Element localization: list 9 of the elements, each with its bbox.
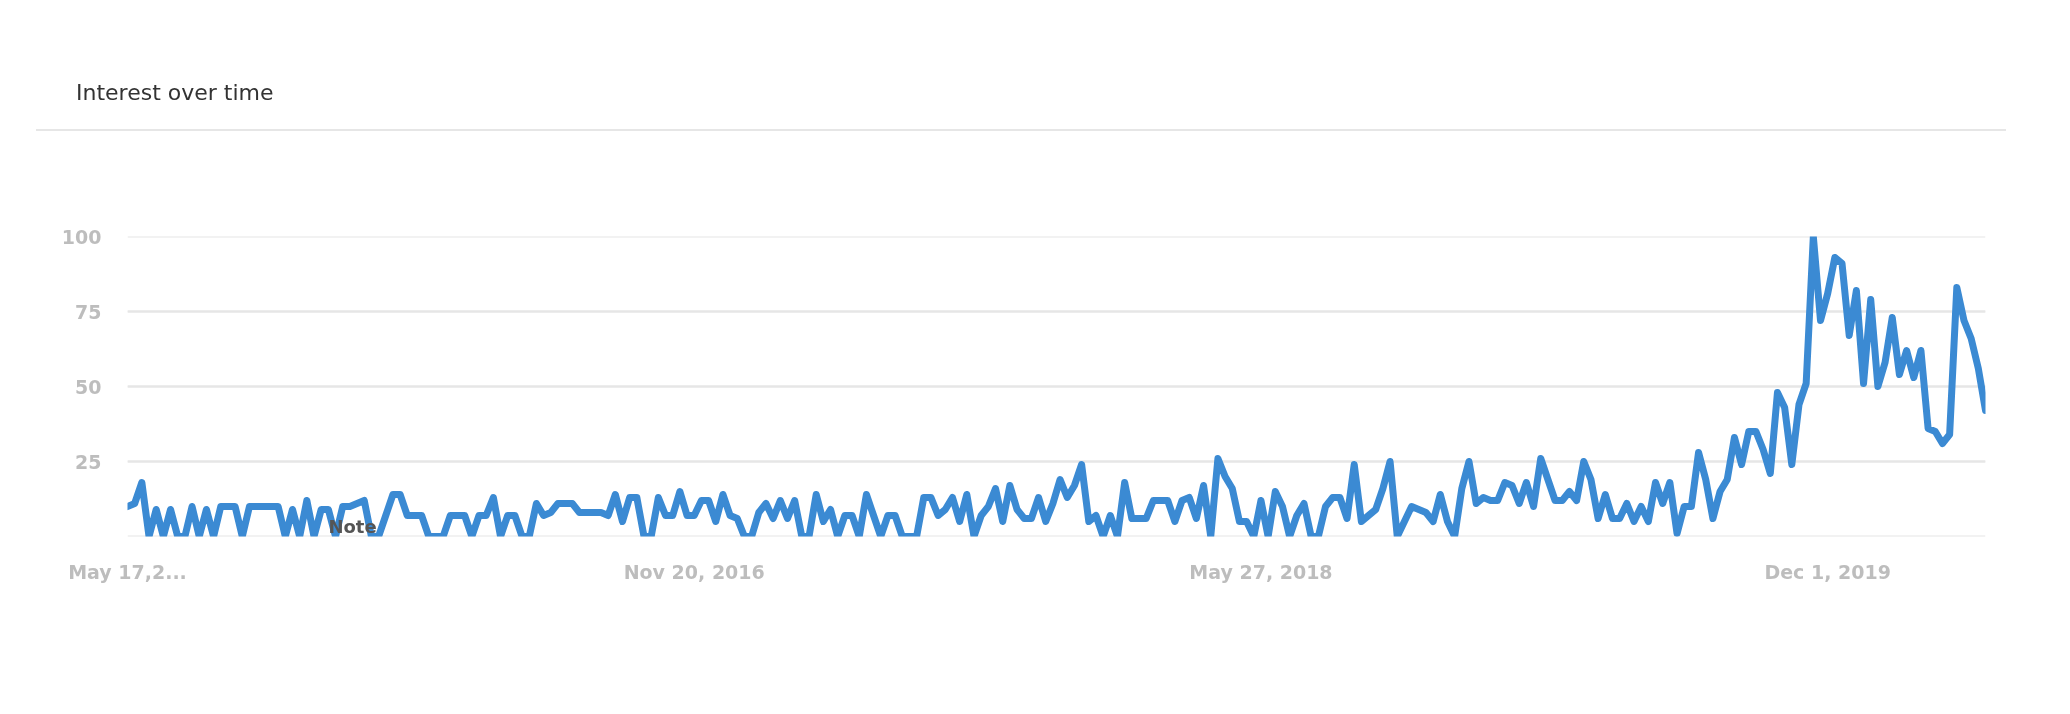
chart-title: Interest over time <box>76 79 274 107</box>
y-tick-label: 25 <box>75 450 102 473</box>
y-tick-label: 100 <box>61 225 102 248</box>
y-tick-label: 50 <box>75 375 102 398</box>
x-tick-label: Nov 20, 2016 <box>623 560 765 583</box>
x-tick-label: May 27, 2018 <box>1189 560 1333 583</box>
y-tick-label: 75 <box>75 300 102 323</box>
x-tick-label: Dec 1, 2019 <box>1764 560 1891 583</box>
x-tick-label: May 17,2... <box>68 560 187 583</box>
